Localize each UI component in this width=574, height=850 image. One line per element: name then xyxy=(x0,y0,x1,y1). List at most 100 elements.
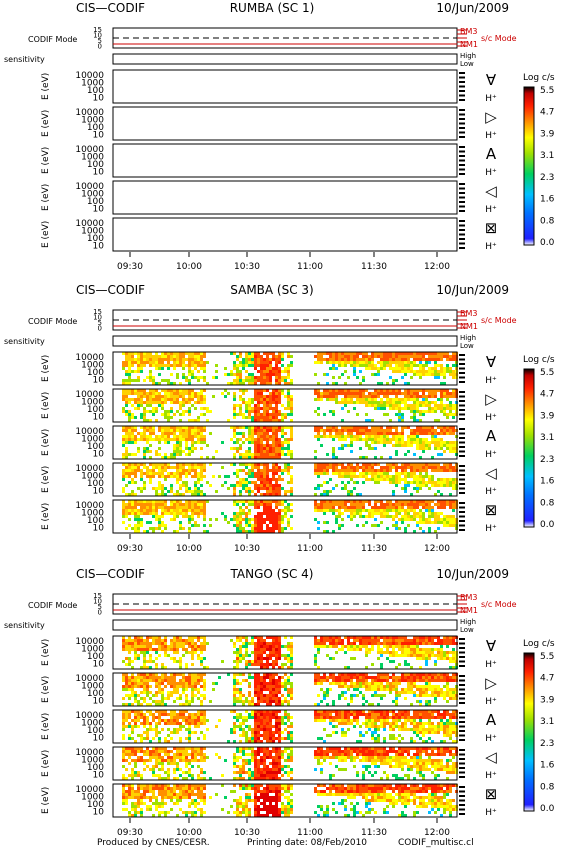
spectrogram-cell xyxy=(149,432,152,435)
spectrogram-cell xyxy=(419,636,422,639)
spectrogram-cell xyxy=(410,441,413,444)
spectrogram-cell xyxy=(179,475,182,478)
spectrogram-cell xyxy=(164,527,167,530)
spectrogram-cell xyxy=(365,521,368,524)
spectrogram-cell xyxy=(194,361,197,364)
spectrogram-cell xyxy=(281,666,284,669)
spectrogram-cell xyxy=(401,361,404,364)
sensitivity-panel xyxy=(112,335,458,347)
spectrogram-cell xyxy=(257,478,260,481)
spectrogram-cell xyxy=(446,447,449,450)
spectrogram-cell xyxy=(131,493,134,496)
spectrogram-cell xyxy=(125,413,128,416)
spectrogram-cell xyxy=(131,685,134,688)
spectrogram-cell xyxy=(239,682,242,685)
spectrogram-cell xyxy=(284,438,287,441)
species-label: H⁺ xyxy=(485,94,497,104)
spectrogram-cell xyxy=(131,364,134,367)
spectrogram-cell xyxy=(170,416,173,419)
spectrogram-cell xyxy=(134,636,137,639)
spectrogram-cell xyxy=(206,410,209,413)
spectrogram-cell xyxy=(326,463,329,466)
spectrogram-cell xyxy=(134,685,137,688)
spectrogram-cell xyxy=(383,651,386,654)
spectrogram-cell xyxy=(326,435,329,438)
spectrogram-cell xyxy=(239,395,242,398)
spectrogram-cell xyxy=(362,463,365,466)
energy-tick: 1000 xyxy=(81,227,104,237)
spectrogram-cell xyxy=(266,475,269,478)
spectrogram-cell xyxy=(287,688,290,691)
spectrogram-cell xyxy=(395,676,398,679)
spectrogram-cell xyxy=(332,410,335,413)
spectrogram-cell xyxy=(443,478,446,481)
spectrogram-cell xyxy=(197,466,200,469)
spectrogram-cell xyxy=(203,407,206,410)
spectrogram-cell xyxy=(326,472,329,475)
spectrogram-cell xyxy=(122,679,125,682)
spectrogram-cell xyxy=(392,358,395,361)
spectrogram-cell xyxy=(389,426,392,429)
spectrogram-cell xyxy=(266,530,269,533)
spectrogram-cell xyxy=(386,645,389,648)
spectrogram-cell xyxy=(413,419,416,422)
spectrogram-cell xyxy=(242,367,245,370)
spectrogram-cell xyxy=(419,364,422,367)
spectrogram-cell xyxy=(143,666,146,669)
spectrogram-cell xyxy=(233,367,236,370)
spectrogram-cell xyxy=(287,404,290,407)
spectrogram-cell xyxy=(164,438,167,441)
spectrogram-cell xyxy=(182,435,185,438)
spectrogram-cell xyxy=(140,673,143,676)
spectrogram-cell xyxy=(194,358,197,361)
spectrogram-cell xyxy=(380,515,383,518)
spectrogram-cell xyxy=(281,503,284,506)
spectrogram-cell xyxy=(356,432,359,435)
spectrogram-cell xyxy=(449,404,452,407)
date-title: 10/Jun/2009 xyxy=(436,283,509,297)
spectrogram-cell xyxy=(341,352,344,355)
spectrogram-cell xyxy=(263,481,266,484)
spectrogram-cell xyxy=(197,426,200,429)
spectrogram-cell xyxy=(149,469,152,472)
spectrogram-cell xyxy=(320,509,323,512)
spectrogram-cell xyxy=(389,478,392,481)
spectrogram-cell xyxy=(257,395,260,398)
spectrogram-cell xyxy=(266,416,269,419)
spectrogram-cell xyxy=(437,426,440,429)
spectrogram-cell xyxy=(425,364,428,367)
spectrogram-cell xyxy=(182,392,185,395)
spectrogram-cell xyxy=(416,389,419,392)
spectrogram-cell xyxy=(278,642,281,645)
spectrogram-cell xyxy=(137,685,140,688)
spectrogram-cell xyxy=(341,407,344,410)
spectrogram-cell xyxy=(317,469,320,472)
spectrogram-cell xyxy=(251,429,254,432)
spectrogram-cell xyxy=(176,398,179,401)
spectrogram-cell xyxy=(269,401,272,404)
spectrogram-cell xyxy=(377,679,380,682)
spectrogram-cell xyxy=(248,469,251,472)
spectrogram-cell xyxy=(410,642,413,645)
spectrogram-cell xyxy=(194,355,197,358)
spectrogram-cell xyxy=(146,676,149,679)
spectrogram-cell xyxy=(371,463,374,466)
spectrogram-cell xyxy=(164,645,167,648)
spectrogram-cell xyxy=(188,429,191,432)
spectrogram-cell xyxy=(185,679,188,682)
spectrogram-cell xyxy=(332,509,335,512)
spectrogram-cell xyxy=(158,527,161,530)
spectrogram-cell xyxy=(278,478,281,481)
energy-tick: 10000 xyxy=(75,71,104,81)
spectrogram-cell xyxy=(365,367,368,370)
spectrogram-cell xyxy=(188,466,191,469)
spectrogram-cell xyxy=(272,398,275,401)
spectrogram-cell xyxy=(197,432,200,435)
spectrogram-cell xyxy=(434,515,437,518)
spectrogram-cell xyxy=(416,636,419,639)
spectrogram-cell xyxy=(416,370,419,373)
spectrogram-cell xyxy=(167,506,170,509)
spectrogram-cell xyxy=(353,645,356,648)
spectrogram-cell xyxy=(377,463,380,466)
spectrogram-cell xyxy=(128,364,131,367)
